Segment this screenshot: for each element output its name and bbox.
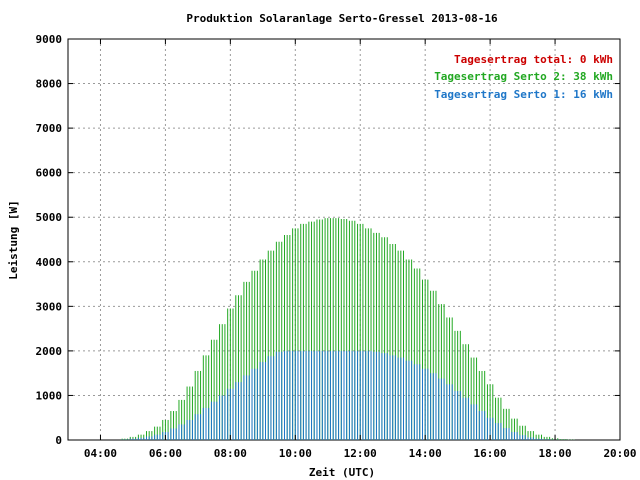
x-tick-label: 04:00: [84, 447, 117, 460]
ticks-layer: 0 1000 2000 3000 4000 5000 6000 7000 8000 9000 04:…: [36, 33, 637, 460]
x-tick-label: 12:00: [344, 447, 377, 460]
legend-entry-serto2: Tagesertrag Serto 2: 38 kWh: [434, 70, 613, 83]
legend-entry-total: Tagesertrag total: 0 kWh: [454, 53, 613, 66]
x-tick-label: 16:00: [474, 447, 507, 460]
x-tick-label: 10:00: [279, 447, 312, 460]
y-tick-label: 7000: [36, 122, 63, 135]
y-tick-label: 6000: [36, 167, 63, 180]
y-tick-label: 0: [55, 434, 62, 447]
x-tick-label: 18:00: [538, 447, 571, 460]
x-tick-label: 06:00: [149, 447, 182, 460]
y-axis-label: Leistung [W]: [7, 200, 20, 279]
y-tick-label: 3000: [36, 300, 63, 313]
legend-entry-serto1: Tagesertrag Serto 1: 16 kWh: [434, 88, 613, 101]
bars-layer: [121, 218, 575, 440]
x-tick-label: 20:00: [603, 447, 636, 460]
y-tick-label: 2000: [36, 345, 63, 358]
x-tick-label: 14:00: [409, 447, 442, 460]
y-tick-label: 9000: [36, 33, 63, 46]
grid-lines: [68, 39, 620, 440]
chart-title: Produktion Solaranlage Serto-Gressel 201…: [186, 12, 498, 25]
y-tick-label: 1000: [36, 389, 63, 402]
x-axis-label: Zeit (UTC): [309, 466, 375, 479]
y-tick-label: 5000: [36, 211, 63, 224]
y-tick-label: 8000: [36, 78, 63, 91]
legend: Tagesertrag total: 0 kWh Tagesertrag Ser…: [434, 53, 613, 101]
x-tick-label: 08:00: [214, 447, 247, 460]
y-tick-label: 4000: [36, 256, 63, 269]
